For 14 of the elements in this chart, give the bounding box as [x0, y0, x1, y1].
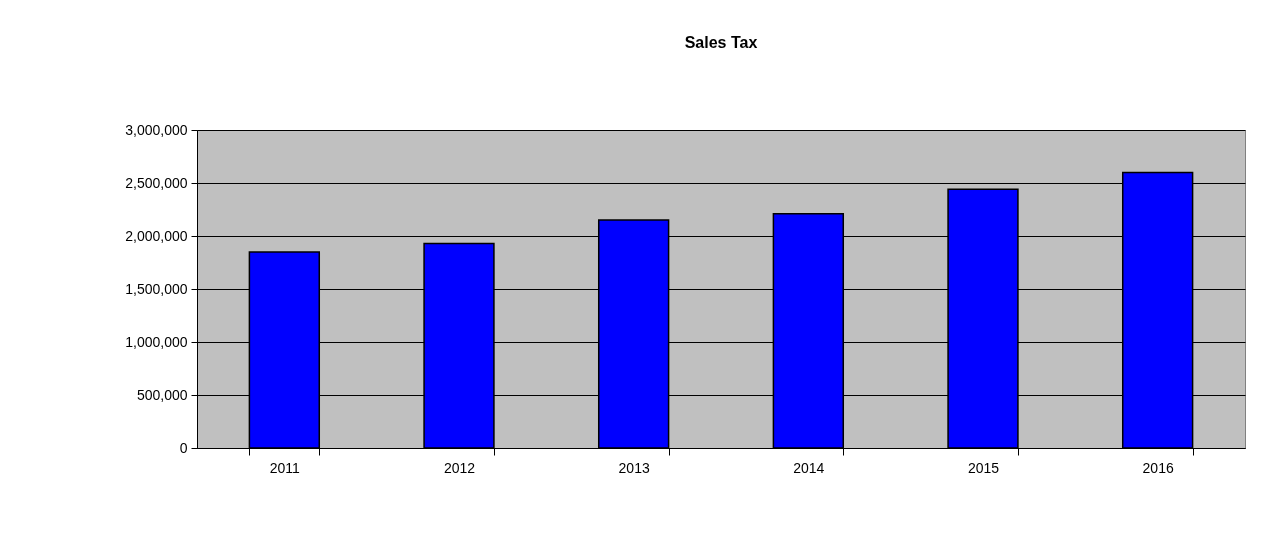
x-tick-label: 2011	[269, 459, 301, 476]
x-tick-label: 2015	[967, 459, 1000, 476]
y-tick-label: 3,000,000	[125, 121, 188, 138]
x-tick-label: 2012	[443, 459, 476, 476]
x-tick-label: 2016	[1142, 459, 1174, 476]
y-tick-label: 0	[179, 439, 188, 456]
chart-title: Sales Tax	[684, 34, 758, 51]
x-tick-label: 2014	[793, 459, 825, 476]
y-tick-label: 2,000,000	[125, 227, 188, 244]
y-tick-label: 1,500,000	[125, 280, 188, 297]
x-tick-label: 2013	[618, 459, 650, 476]
y-tick-label: 500,000	[136, 386, 188, 403]
y-tick-label: 2,500,000	[125, 174, 188, 191]
y-tick-label: 1,000,000	[125, 333, 188, 350]
